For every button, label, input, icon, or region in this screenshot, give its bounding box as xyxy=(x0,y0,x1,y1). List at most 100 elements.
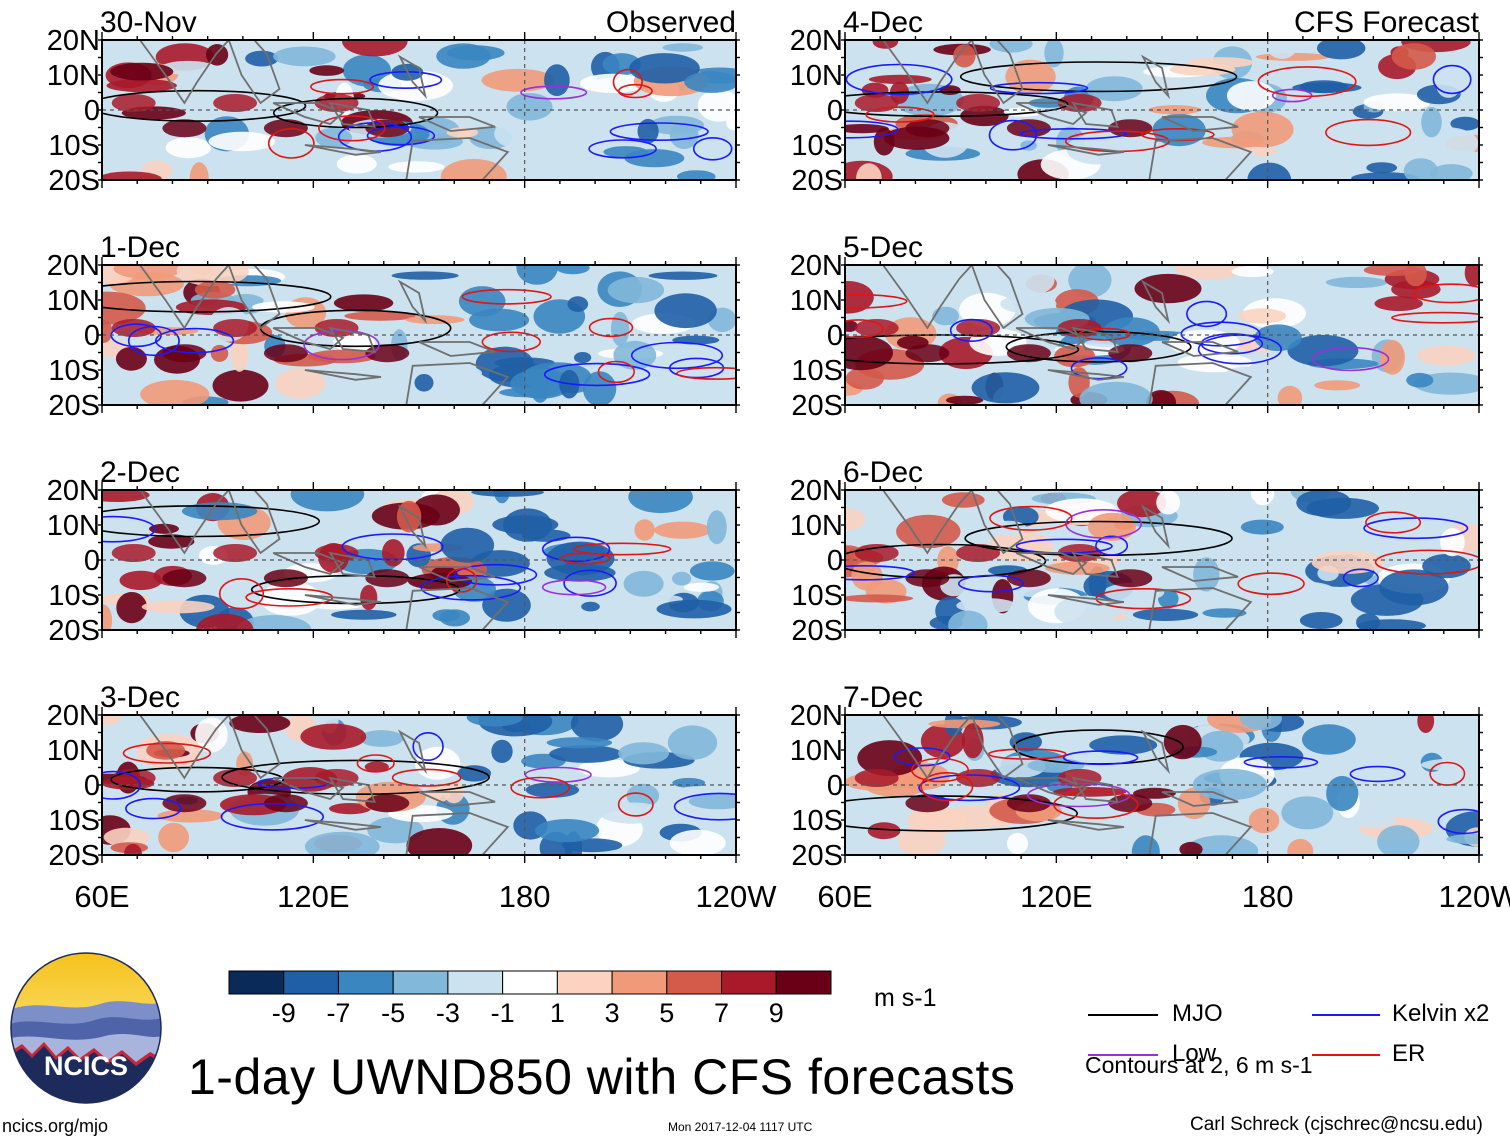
colorbar-label: -5 xyxy=(381,998,405,1028)
anomaly-blob xyxy=(567,296,589,312)
y-tick-label: 10S xyxy=(791,580,843,612)
anomaly-blob xyxy=(971,372,1040,404)
er-contour xyxy=(1391,311,1479,324)
kelvin-contour xyxy=(989,81,1089,95)
mjo-contour xyxy=(845,543,1047,579)
colorbar-swatch xyxy=(775,970,832,995)
footer-site-link[interactable]: ncics.org/mjo xyxy=(2,1116,109,1136)
y-tick-label: 10S xyxy=(791,355,843,387)
westerly-core xyxy=(314,94,359,112)
colorbar-label: -3 xyxy=(436,998,460,1028)
coastline xyxy=(405,137,510,180)
anomaly-blob xyxy=(845,594,914,603)
er-contour xyxy=(445,568,478,593)
anomaly-blob xyxy=(116,592,148,624)
er-contour xyxy=(1237,572,1305,596)
y-tick-label: 10N xyxy=(47,735,100,767)
coastline xyxy=(227,490,281,555)
anomaly-blob xyxy=(623,570,664,597)
anomaly-blob xyxy=(124,843,142,855)
colorbar-swatch xyxy=(556,970,613,995)
anomaly-blob xyxy=(110,62,174,81)
chart-title: 1-day UWND850 with CFS forecasts xyxy=(188,1049,1016,1105)
kelvin-contour xyxy=(563,569,617,597)
anomaly-blob xyxy=(726,115,736,131)
anomaly-blob xyxy=(916,810,941,825)
mjo-contour xyxy=(102,505,320,538)
coastline xyxy=(970,715,1024,780)
anomaly-blob xyxy=(1202,608,1247,618)
y-tick-label: 20N xyxy=(790,475,843,507)
anomaly-blob xyxy=(1131,835,1160,855)
y-tick-label: 0 xyxy=(84,770,100,802)
x-tick-label: 60E xyxy=(74,879,129,914)
coastline xyxy=(1161,341,1239,357)
mjo-contour xyxy=(845,334,1080,365)
er-contour xyxy=(1325,118,1412,147)
coastline xyxy=(272,552,345,575)
anomaly-blob xyxy=(243,71,302,99)
anomaly-blob xyxy=(1238,308,1287,324)
anomaly-blob xyxy=(1117,490,1167,518)
er-contour xyxy=(1374,549,1479,575)
er-contour xyxy=(988,748,1067,760)
colorbar-label: -7 xyxy=(326,998,350,1028)
anomaly-blob xyxy=(628,490,693,514)
legend-label-kelvin: Kelvin x2 xyxy=(1392,1000,1490,1027)
anomaly-blob xyxy=(1363,265,1421,276)
coastline xyxy=(1161,791,1239,807)
y-tick-label: 10N xyxy=(790,60,843,92)
anomaly-blob xyxy=(959,292,1016,328)
y-tick-label: 10S xyxy=(791,130,843,162)
coastline xyxy=(1148,362,1253,405)
anomaly-blob xyxy=(401,385,472,394)
er-contour xyxy=(560,552,611,565)
anomaly-blob xyxy=(391,271,459,280)
low-contour xyxy=(1311,346,1390,372)
anomaly-blob xyxy=(157,809,224,823)
anomaly-blob xyxy=(1221,366,1270,391)
anomaly-blob xyxy=(1374,296,1423,312)
anomaly-blob xyxy=(406,828,473,855)
anomaly-blob xyxy=(102,604,113,630)
y-tick-label: 20N xyxy=(790,25,843,57)
er-contour xyxy=(845,319,884,339)
westerly-core xyxy=(956,94,1001,112)
westerly-core xyxy=(1108,344,1153,363)
y-tick-label: 10N xyxy=(47,510,100,542)
kelvin-contour xyxy=(543,362,651,387)
coastline xyxy=(1140,279,1170,325)
legend-label-low: Low xyxy=(1172,1040,1217,1067)
uwnd-field xyxy=(102,265,736,405)
anomaly-blob xyxy=(629,53,700,84)
westerly-core xyxy=(111,544,156,562)
coastline xyxy=(1015,777,1088,800)
westerly-core xyxy=(854,319,899,337)
mjo-contour xyxy=(102,280,332,313)
westerly-core xyxy=(1006,119,1051,138)
westerly-core xyxy=(213,319,258,337)
anomaly-blob xyxy=(1145,390,1177,405)
kelvin-contour xyxy=(918,774,1021,802)
mjo-contour xyxy=(845,91,1069,118)
low-contour xyxy=(520,85,588,100)
kelvin-contour xyxy=(630,341,724,370)
anomaly-blob xyxy=(1177,787,1211,820)
anomaly-blob xyxy=(897,825,946,855)
anomaly-blob xyxy=(582,371,617,405)
anomaly-blob xyxy=(1254,324,1302,352)
y-tick-label: 10N xyxy=(790,285,843,317)
anomaly-blob xyxy=(1379,569,1449,606)
coastline xyxy=(328,326,376,353)
anomaly-blob xyxy=(618,742,669,765)
low-contour xyxy=(541,579,607,596)
anomaly-blob xyxy=(684,71,736,93)
anomaly-blob xyxy=(165,137,212,159)
coastline xyxy=(1047,144,1125,156)
westerly-core xyxy=(1057,94,1102,112)
anomaly-blob xyxy=(626,783,660,808)
coastline xyxy=(882,40,973,105)
